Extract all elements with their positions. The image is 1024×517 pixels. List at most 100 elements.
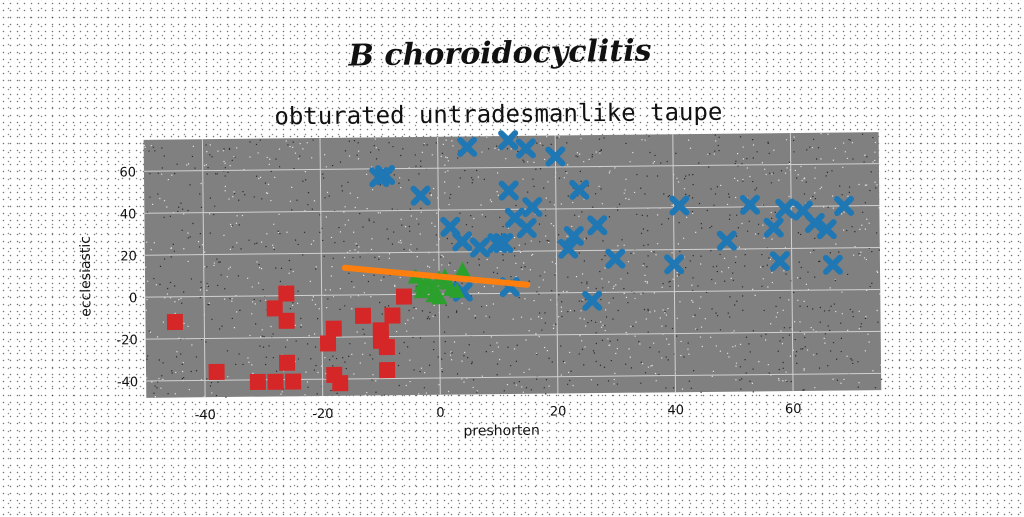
noise-dot bbox=[367, 280, 370, 283]
noise-dot bbox=[339, 161, 342, 163]
noise-dot bbox=[206, 289, 208, 292]
noise-dot bbox=[857, 386, 859, 388]
noise-dot bbox=[823, 337, 825, 340]
noise-dot bbox=[418, 223, 420, 225]
noise-dot bbox=[527, 161, 529, 163]
noise-dot bbox=[403, 248, 405, 250]
noise-dot bbox=[311, 157, 313, 159]
noise-dot bbox=[520, 266, 522, 269]
noise-dot bbox=[754, 189, 756, 191]
noise-dot bbox=[519, 251, 522, 254]
noise-dot bbox=[615, 352, 617, 355]
noise-dot bbox=[444, 181, 446, 183]
noise-dot bbox=[602, 324, 604, 326]
noise-dot bbox=[199, 296, 201, 299]
noise-dot bbox=[688, 380, 690, 382]
noise-dot bbox=[872, 370, 874, 372]
noise-dot bbox=[730, 277, 732, 279]
noise-dot bbox=[570, 370, 572, 372]
noise-dot bbox=[224, 175, 226, 177]
noise-dot bbox=[323, 255, 325, 257]
noise-dot bbox=[255, 323, 257, 325]
noise-dot bbox=[566, 142, 568, 144]
x-point bbox=[605, 248, 626, 269]
noise-dot bbox=[692, 174, 694, 176]
noise-dot bbox=[204, 266, 206, 268]
noise-dot bbox=[582, 299, 584, 301]
noise-dot bbox=[782, 367, 784, 369]
noise-dot bbox=[247, 277, 249, 279]
noise-dot bbox=[771, 217, 773, 219]
noise-dot bbox=[573, 310, 576, 312]
noise-dot bbox=[630, 325, 632, 328]
noise-dot bbox=[654, 372, 657, 375]
noise-dot bbox=[597, 384, 599, 386]
noise-dot bbox=[749, 175, 751, 178]
noise-dot bbox=[688, 353, 690, 355]
noise-dot bbox=[797, 299, 799, 301]
noise-dot bbox=[408, 179, 410, 181]
noise-dot bbox=[742, 309, 744, 312]
noise-dot bbox=[841, 313, 843, 315]
noise-dot bbox=[734, 345, 736, 347]
noise-dot bbox=[285, 140, 287, 142]
noise-dot bbox=[147, 355, 149, 357]
noise-dot bbox=[444, 171, 446, 173]
noise-dot bbox=[375, 158, 378, 160]
noise-dot bbox=[358, 150, 360, 152]
noise-dot bbox=[792, 139, 795, 142]
noise-dot bbox=[357, 251, 359, 253]
noise-dot bbox=[843, 211, 845, 213]
noise-dot bbox=[518, 380, 521, 383]
noise-dot bbox=[627, 302, 629, 304]
noise-dot bbox=[638, 340, 640, 343]
x-point bbox=[410, 185, 431, 206]
noise-dot bbox=[353, 286, 355, 288]
noise-dot bbox=[356, 331, 358, 333]
noise-dot bbox=[294, 324, 296, 326]
noise-dot bbox=[827, 365, 829, 367]
noise-dot bbox=[880, 378, 883, 380]
noise-dot bbox=[553, 225, 555, 227]
noise-dot bbox=[189, 184, 191, 186]
noise-dot bbox=[177, 210, 179, 213]
noise-dot bbox=[803, 333, 806, 335]
noise-dot bbox=[630, 252, 632, 254]
noise-dot bbox=[278, 213, 280, 215]
noise-dot bbox=[445, 139, 447, 141]
noise-dot bbox=[860, 251, 862, 253]
noise-dot bbox=[463, 355, 465, 357]
noise-dot bbox=[170, 256, 172, 258]
x-point bbox=[516, 218, 537, 239]
noise-dot bbox=[145, 309, 147, 311]
noise-dot bbox=[278, 166, 281, 168]
noise-dot bbox=[708, 166, 710, 168]
noise-dot bbox=[420, 160, 422, 162]
noise-dot bbox=[840, 350, 842, 353]
noise-dot bbox=[166, 293, 169, 295]
noise-dot bbox=[599, 150, 601, 153]
noise-dot bbox=[370, 248, 373, 251]
noise-dot bbox=[318, 308, 320, 310]
noise-dot bbox=[195, 356, 198, 358]
noise-dot bbox=[771, 281, 774, 284]
noise-dot bbox=[768, 152, 770, 155]
x-point bbox=[498, 180, 519, 201]
noise-dot bbox=[687, 342, 689, 344]
noise-dot bbox=[331, 265, 333, 268]
noise-dot bbox=[502, 259, 504, 261]
noise-dot bbox=[380, 279, 382, 281]
noise-dot bbox=[481, 306, 483, 308]
noise-dot bbox=[858, 382, 860, 384]
noise-dot bbox=[716, 270, 718, 273]
noise-dot bbox=[267, 183, 270, 185]
noise-dot bbox=[759, 266, 762, 268]
noise-dot bbox=[604, 324, 606, 327]
x-point bbox=[440, 216, 461, 237]
noise-dot bbox=[181, 302, 183, 304]
noise-dot bbox=[646, 282, 648, 284]
noise-dot bbox=[691, 284, 693, 286]
noise-dot bbox=[277, 230, 279, 232]
noise-dot bbox=[394, 285, 396, 287]
